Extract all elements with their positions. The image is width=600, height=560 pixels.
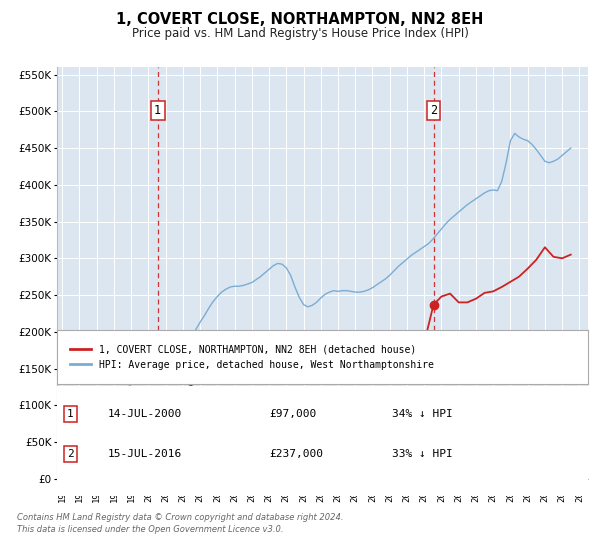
Text: 2: 2	[430, 104, 437, 117]
Text: 14-JUL-2000: 14-JUL-2000	[107, 409, 182, 419]
Text: £97,000: £97,000	[269, 409, 317, 419]
Text: 1: 1	[67, 409, 74, 419]
Legend: 1, COVERT CLOSE, NORTHAMPTON, NN2 8EH (detached house), HPI: Average price, deta: 1, COVERT CLOSE, NORTHAMPTON, NN2 8EH (d…	[67, 342, 437, 372]
Text: 34% ↓ HPI: 34% ↓ HPI	[392, 409, 452, 419]
Text: £237,000: £237,000	[269, 449, 323, 459]
Text: This data is licensed under the Open Government Licence v3.0.: This data is licensed under the Open Gov…	[17, 525, 283, 534]
Text: 15-JUL-2016: 15-JUL-2016	[107, 449, 182, 459]
Text: 1: 1	[154, 104, 161, 117]
Text: Contains HM Land Registry data © Crown copyright and database right 2024.: Contains HM Land Registry data © Crown c…	[17, 514, 343, 522]
Text: Price paid vs. HM Land Registry's House Price Index (HPI): Price paid vs. HM Land Registry's House …	[131, 27, 469, 40]
Text: 33% ↓ HPI: 33% ↓ HPI	[392, 449, 452, 459]
Text: 2: 2	[67, 449, 74, 459]
Text: 1, COVERT CLOSE, NORTHAMPTON, NN2 8EH: 1, COVERT CLOSE, NORTHAMPTON, NN2 8EH	[116, 12, 484, 27]
